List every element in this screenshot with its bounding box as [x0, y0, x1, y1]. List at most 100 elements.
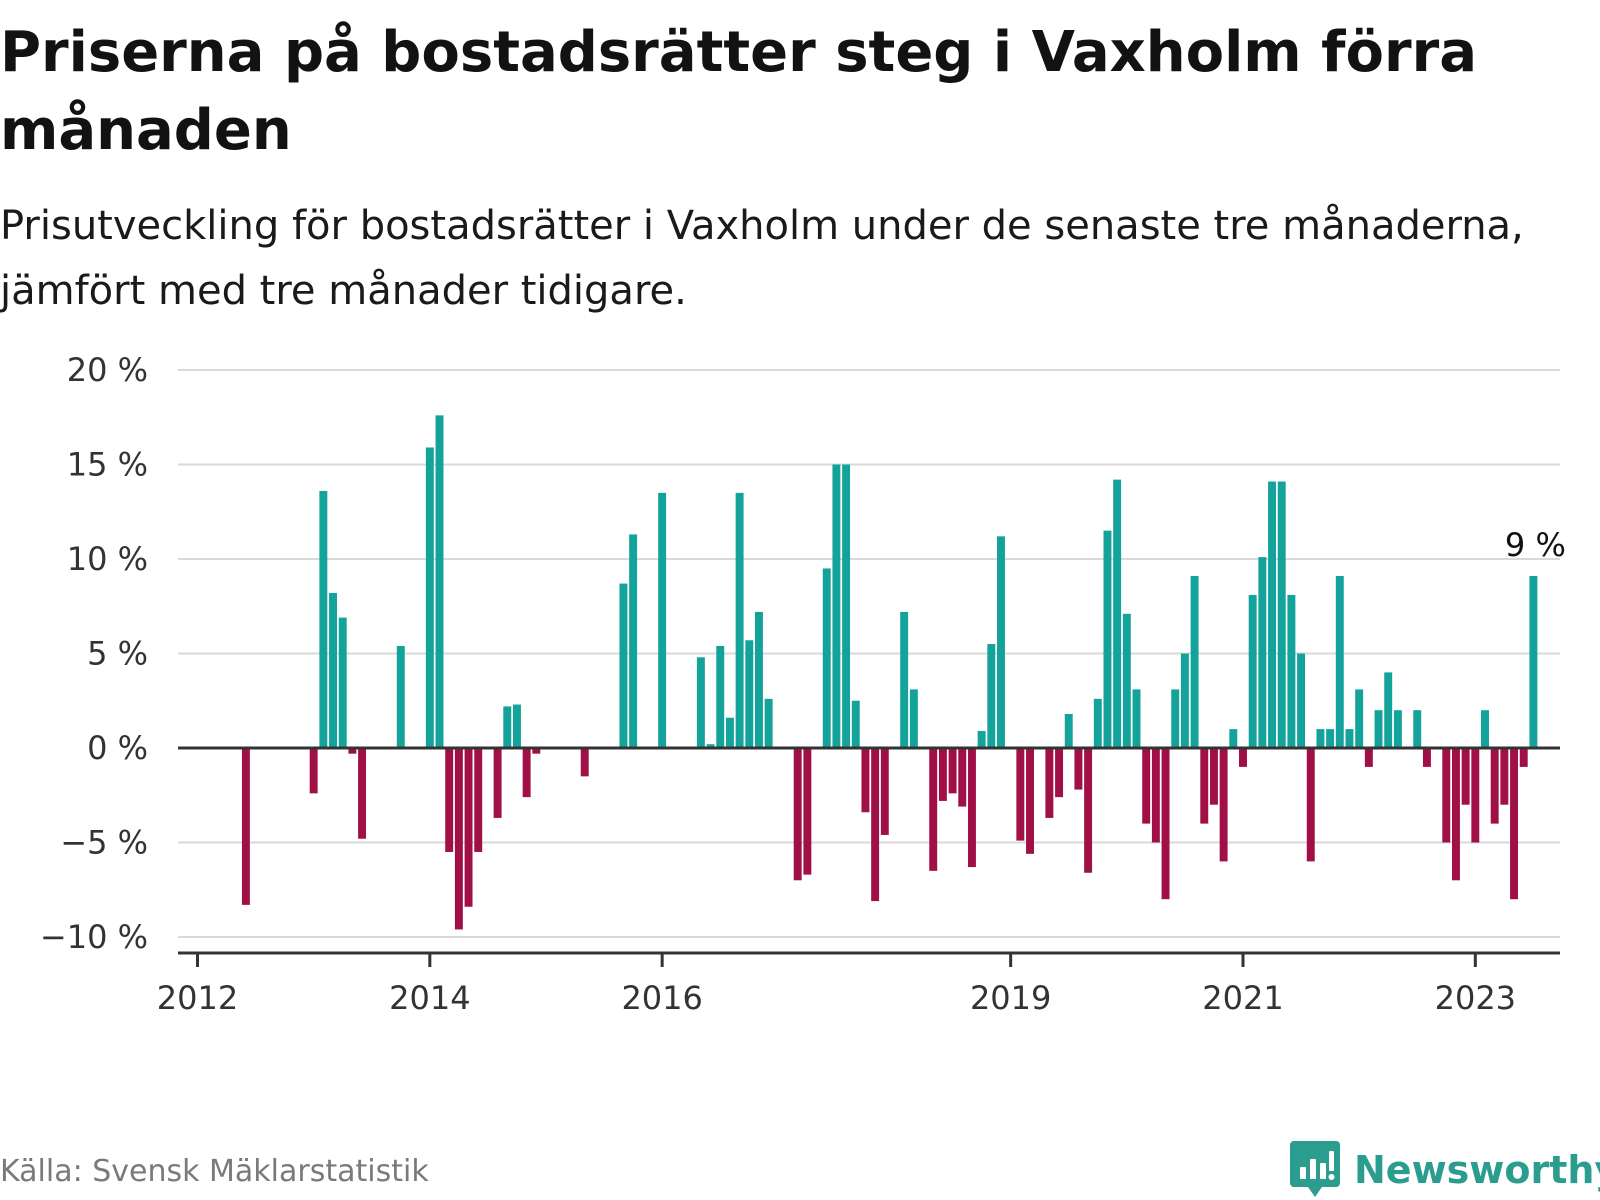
- y-tick-label: 5 %: [87, 635, 148, 673]
- bar: [512, 704, 521, 748]
- y-tick-label: 0 %: [87, 729, 148, 767]
- chart-title: Priserna på bostadsrätter steg i Vaxholm…: [0, 20, 1477, 163]
- bar: [716, 645, 725, 748]
- x-axis-labels: 2012 2014 2016 2019 2021 2023: [157, 979, 1516, 1017]
- bar: [1384, 672, 1393, 748]
- y-tick-label: 15 %: [67, 446, 148, 484]
- x-tick-label: 2019: [970, 979, 1051, 1017]
- bar: [948, 748, 957, 794]
- bar: [309, 748, 318, 794]
- brand-name: Newsworthy: [1354, 1148, 1600, 1192]
- bar: [755, 611, 763, 748]
- bar: [1306, 748, 1315, 862]
- bar: [832, 464, 841, 748]
- bar: [880, 748, 889, 835]
- bar: [764, 698, 773, 748]
- bar: [851, 700, 860, 748]
- bar: [706, 744, 715, 748]
- bar: [658, 492, 667, 748]
- bar: [1026, 748, 1034, 854]
- bar: [1055, 748, 1064, 798]
- bar: [454, 748, 463, 930]
- bar: [1287, 594, 1296, 748]
- bar: [1335, 576, 1344, 748]
- bar: [967, 748, 976, 868]
- bar: [696, 657, 705, 748]
- bar: [1316, 729, 1325, 748]
- bar: [1209, 748, 1218, 805]
- y-tick-label: −10 %: [40, 918, 148, 956]
- x-tick-label: 2012: [157, 979, 238, 1017]
- bar: [1074, 748, 1083, 790]
- bar: [1510, 748, 1519, 900]
- bar: [425, 447, 434, 748]
- bar: [464, 748, 473, 907]
- bar: [900, 611, 909, 748]
- bar: [532, 748, 541, 754]
- bar: [1345, 729, 1354, 748]
- bar: [1490, 748, 1499, 824]
- bar: [522, 748, 531, 798]
- bar: [977, 730, 986, 748]
- bar: [1364, 748, 1373, 767]
- bar: [1229, 729, 1238, 748]
- axes: [178, 746, 1560, 967]
- bar: [493, 748, 502, 818]
- bar: [1113, 479, 1122, 748]
- bars: [241, 415, 1538, 930]
- bar: [997, 536, 1005, 748]
- bar: [1084, 748, 1093, 873]
- bar: [822, 568, 831, 748]
- source-note: Källa: Svensk Mäklarstatistik: [0, 1154, 429, 1189]
- bar: [580, 748, 589, 777]
- bar: [803, 748, 812, 875]
- bar: [1277, 481, 1286, 748]
- bar: [1180, 653, 1189, 748]
- bar: [1142, 748, 1151, 824]
- bar: [1422, 748, 1431, 767]
- bar: [1374, 710, 1383, 748]
- bar: [1064, 713, 1073, 748]
- bar: [871, 748, 880, 902]
- bar: [348, 748, 357, 754]
- x-tick-label: 2021: [1202, 979, 1283, 1017]
- bar: [793, 748, 802, 881]
- bar: [1471, 748, 1480, 843]
- bar: [1016, 748, 1025, 841]
- y-tick-label: 10 %: [67, 540, 148, 578]
- bar: [1355, 689, 1364, 748]
- brand-logo: Newsworthy: [1290, 1140, 1600, 1200]
- bar: [1297, 653, 1306, 748]
- x-tick-label: 2016: [621, 979, 702, 1017]
- x-tick-label: 2023: [1435, 979, 1516, 1017]
- bar: [1258, 557, 1267, 748]
- bar: [1045, 748, 1054, 818]
- bar: [735, 492, 744, 748]
- bar: [958, 748, 967, 807]
- grid-lines: [178, 369, 1560, 938]
- annotations: 9 %: [1505, 526, 1566, 564]
- bar: [319, 490, 328, 748]
- bar: [1461, 748, 1470, 805]
- bar: [1519, 748, 1528, 767]
- bar: [938, 748, 947, 801]
- bar: [1132, 689, 1141, 748]
- newsworthy-logo-icon: [1290, 1141, 1340, 1197]
- x-tick-label: 2014: [389, 979, 470, 1017]
- bar: [842, 464, 851, 748]
- bar: [1151, 748, 1160, 843]
- bar: [861, 748, 870, 813]
- bar: [1500, 748, 1509, 805]
- bar: [1393, 710, 1402, 748]
- bar: [987, 644, 996, 748]
- bar: [1190, 576, 1199, 748]
- bar: [241, 748, 250, 905]
- bar: [329, 593, 337, 748]
- bar: [1481, 710, 1489, 748]
- bar: [503, 706, 512, 748]
- bar: [909, 689, 918, 748]
- bar: [929, 748, 938, 871]
- y-axis-labels: 20 % 15 % 10 % 5 % 0 % −5 % −10 %: [40, 351, 148, 956]
- bar: [745, 640, 754, 748]
- bar: [629, 534, 638, 748]
